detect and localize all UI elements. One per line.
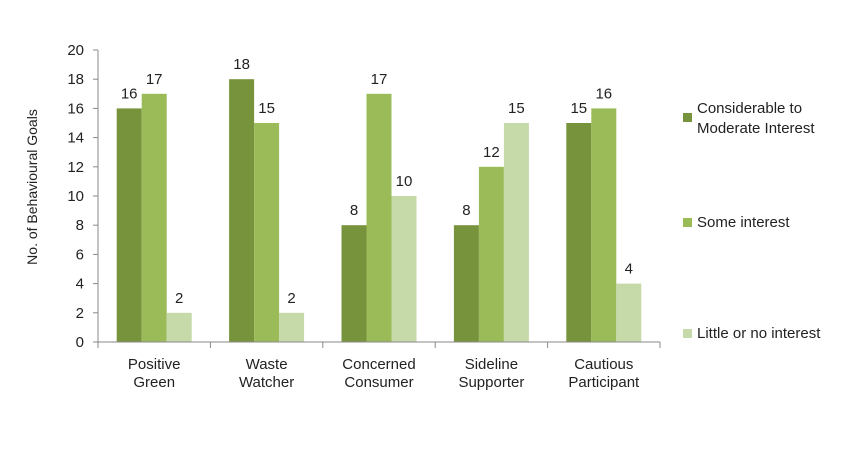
x-axis-categories: Positive Green Waste Watcher Concerned Consum… bbox=[97, 342, 661, 391]
bar bbox=[229, 79, 255, 342]
data-label: 17 bbox=[146, 71, 163, 88]
data-label: 2 bbox=[175, 290, 183, 307]
y-tick-label: 6 bbox=[76, 246, 84, 263]
data-label: 15 bbox=[570, 100, 587, 117]
bar bbox=[141, 93, 167, 342]
y-tick-label: 8 bbox=[76, 217, 84, 234]
bar bbox=[478, 166, 504, 342]
data-label: 15 bbox=[508, 100, 525, 117]
y-tick-label: 0 bbox=[76, 334, 84, 351]
y-tick-label: 14 bbox=[67, 130, 84, 147]
data-label: 2 bbox=[287, 290, 295, 307]
legend-swatch bbox=[683, 329, 692, 338]
data-label: 16 bbox=[121, 85, 138, 102]
legend-label: Considerable to Moderate Interest bbox=[697, 100, 815, 137]
legend-swatch bbox=[683, 113, 692, 122]
data-label: 18 bbox=[233, 56, 250, 73]
y-tick-label: 12 bbox=[67, 159, 84, 176]
legend: Considerable to Moderate Interest Some int… bbox=[683, 100, 821, 342]
y-axis-label: No. of Behavioural Goals bbox=[24, 109, 40, 265]
x-category-label: Waste Watcher bbox=[239, 356, 294, 391]
bar bbox=[453, 225, 479, 342]
x-category-label: Cautious Participant bbox=[568, 356, 640, 391]
data-label: 10 bbox=[396, 173, 413, 190]
legend-label: Some interest bbox=[697, 214, 790, 231]
y-tick-label: 4 bbox=[76, 276, 84, 293]
bar bbox=[366, 93, 392, 342]
y-tick-label: 18 bbox=[67, 71, 84, 88]
bar bbox=[616, 283, 642, 342]
y-axis-ticks: 0 2 4 6 8 10 12 14 16 18 20 bbox=[67, 42, 98, 351]
data-label: 8 bbox=[462, 202, 470, 219]
x-category-label: Concerned Consumer bbox=[342, 356, 415, 391]
bar bbox=[116, 108, 142, 343]
bar bbox=[566, 123, 592, 342]
bars bbox=[116, 79, 642, 343]
legend-label: Little or no interest bbox=[697, 325, 821, 342]
bar bbox=[391, 196, 417, 342]
bar bbox=[503, 123, 529, 342]
x-category-label: Sideline Supporter bbox=[458, 356, 524, 391]
bar bbox=[254, 123, 280, 342]
data-label: 8 bbox=[350, 202, 358, 219]
x-category-label: Positive Green bbox=[128, 356, 181, 391]
y-tick-label: 10 bbox=[67, 188, 84, 205]
y-tick-label: 16 bbox=[67, 100, 84, 117]
data-label: 17 bbox=[371, 71, 388, 88]
bar bbox=[591, 108, 617, 343]
data-labels: 16 17 2 18 15 2 8 17 10 8 12 15 15 16 4 bbox=[121, 56, 633, 307]
data-label: 15 bbox=[258, 100, 275, 117]
data-label: 16 bbox=[595, 85, 612, 102]
data-label: 12 bbox=[483, 144, 500, 161]
bar bbox=[166, 312, 192, 342]
y-tick-label: 20 bbox=[67, 42, 84, 59]
y-tick-label: 2 bbox=[76, 305, 84, 322]
bar bbox=[341, 225, 367, 342]
bar bbox=[279, 312, 305, 342]
legend-swatch bbox=[683, 218, 692, 227]
data-label: 4 bbox=[625, 261, 633, 278]
